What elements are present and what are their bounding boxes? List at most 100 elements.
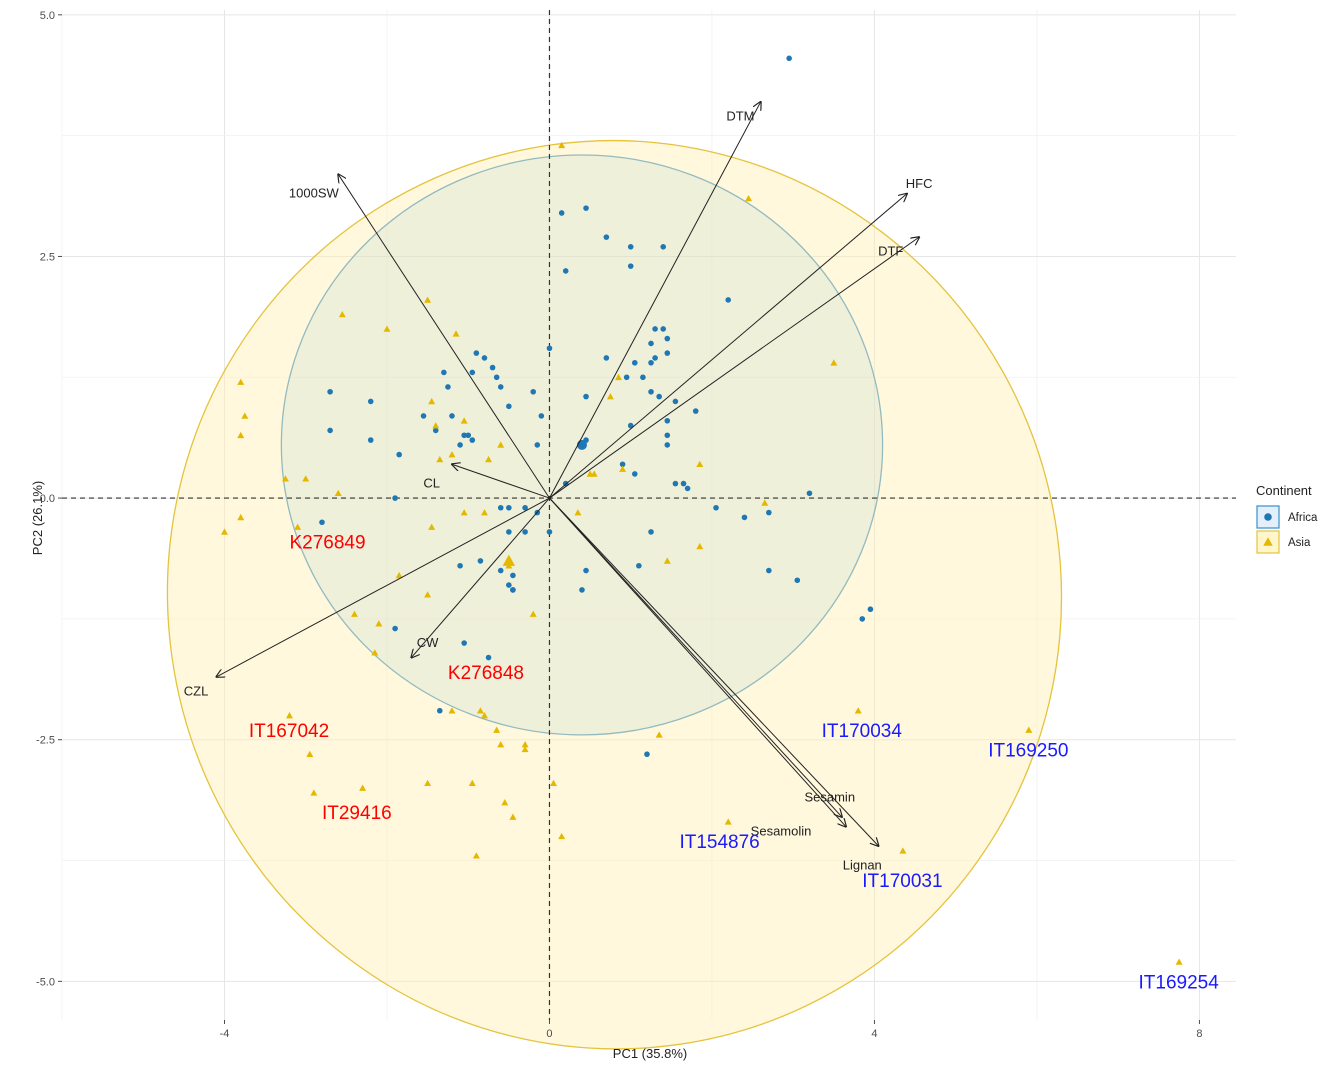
africa-point [457,562,463,569]
asia-point [663,557,671,564]
asia-point [310,789,318,796]
asia-point [395,571,403,579]
africa-point [420,413,427,419]
asia-point [460,509,468,516]
africa-point [664,335,671,342]
africa-point [432,427,439,434]
africa-point [603,234,610,240]
africa-point [445,384,451,390]
asia-point [302,475,310,482]
asia-point [285,712,293,719]
asia-point [615,373,623,381]
africa-point [506,582,512,588]
asia-point [854,707,862,714]
africa-point [741,514,748,521]
africa-point [766,509,772,516]
x-axis-title: PC1 (35.8%) [613,1046,687,1061]
africa-point [648,529,654,535]
asia-point [237,431,245,439]
asia-point [375,620,383,627]
africa-point [469,369,476,376]
asia-point [745,194,753,202]
loading-label-sesamolin: Sesamolin [751,824,812,839]
asia-point [655,731,663,738]
africa-point [449,413,455,419]
accession-label: IT29416 [322,803,392,824]
x-tick-label: 0 [546,1028,552,1040]
africa-point [636,562,642,569]
loading-label-lignan: Lignan [843,857,882,872]
africa-point [558,210,565,216]
asia-point [724,818,732,825]
africa-point [672,480,679,487]
africa-point [631,471,638,477]
africa-point [396,451,402,458]
africa-point [652,326,658,332]
asia-point [338,310,346,318]
asia-point [281,475,289,482]
legend-title: Continent [1256,483,1312,498]
loading-label-sesamin: Sesamin [804,790,855,805]
africa-point [656,393,662,400]
africa-point [473,350,480,356]
asia-point [830,359,838,366]
africa-point [660,243,667,250]
africa-point [806,490,813,497]
loading-label-cl: CL [423,476,440,491]
africa-point [644,751,650,758]
africa-point [583,393,589,400]
asia-point [521,741,529,748]
africa-point [485,654,492,661]
loading-arrow-cl [452,464,550,499]
asia-point [476,707,484,714]
asia-point [472,852,480,859]
loading-vectors: DTM HFC DTF 1000SW CL CW CZL Sesamin Sesamolin Li… [184,102,933,872]
asia-point [334,489,342,497]
africa-point [497,384,504,390]
asia-point [606,393,614,400]
loading-label-czl: CZL [184,683,209,698]
loading-arrow-cw [411,497,550,657]
asia-point [237,513,245,521]
africa-point [392,625,398,632]
africa-point [672,398,679,405]
africa-point [867,606,874,613]
africa-point [766,567,772,574]
asia-point [696,542,704,550]
africa-point [522,504,528,511]
africa-point [461,640,467,646]
asia-point [294,523,302,530]
africa-point [546,529,553,535]
africa-point [623,374,630,381]
asia-point [550,779,558,787]
accession-label: IT170034 [822,721,903,742]
loading-label-dtf: DTF [878,244,903,259]
africa-point [546,345,553,352]
asia-point [428,523,436,530]
legend: Continent Africa Asia [1256,483,1318,554]
africa-point [367,398,374,405]
legend-marker-asia [1263,537,1273,546]
africa-point [859,616,866,622]
africa-point [725,297,732,303]
loading-label-dtm: DTM [726,108,754,123]
asia-point [501,799,509,806]
asia-point [424,296,432,303]
africa-point [648,359,654,366]
africa-point [497,567,504,574]
africa-point [684,485,691,492]
loading-label-hfc: HFC [906,176,933,191]
asia-point [424,779,432,787]
africa-point [680,480,687,487]
loading-arrow-dtm [549,102,760,499]
africa-point [664,432,671,439]
asia-point [350,610,358,617]
africa-point [627,243,634,250]
asia-point [241,412,249,419]
y-tick-label: 2.5 [40,251,55,263]
africa-point [627,422,634,429]
asia-point [371,649,379,656]
africa-point [648,388,654,395]
